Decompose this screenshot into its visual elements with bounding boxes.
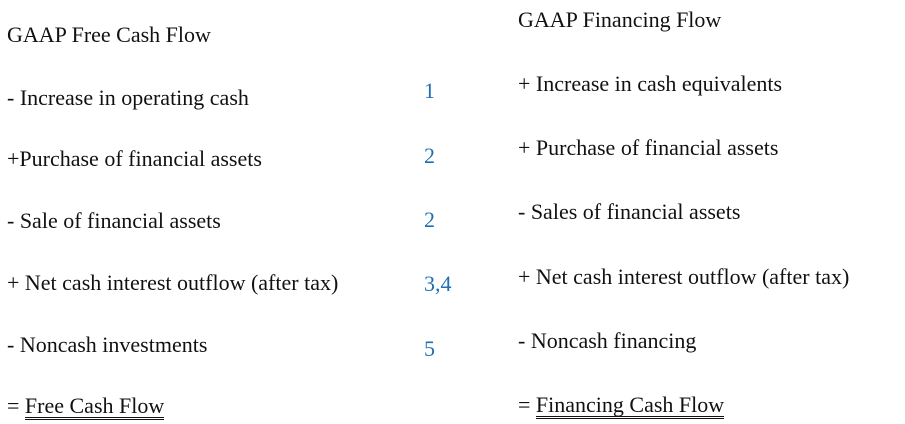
left-total: = Free Cash Flow	[7, 393, 165, 420]
left-row-1: - Increase in operating cash	[7, 85, 249, 110]
left-row-3: - Sale of financial assets	[7, 208, 221, 233]
left-ref-2: 2	[424, 143, 435, 168]
left-ref-4: 3,4	[424, 271, 452, 296]
left-ref-1: 1	[424, 78, 435, 103]
right-total: = Financing Cash Flow	[518, 392, 725, 419]
right-title: GAAP Financing Flow	[518, 7, 722, 32]
left-row-2: +Purchase of financial assets	[7, 146, 262, 171]
right-row-5: - Noncash financing	[518, 328, 697, 353]
right-row-2: + Purchase of financial assets	[518, 135, 779, 160]
left-total-prefix: =	[7, 393, 25, 418]
right-total-prefix: =	[518, 392, 536, 417]
left-title: GAAP Free Cash Flow	[7, 22, 211, 47]
left-ref-3: 2	[424, 207, 435, 232]
right-row-4: + Net cash interest outflow (after tax)	[518, 264, 850, 289]
left-total-label: Free Cash Flow	[24, 393, 165, 420]
right-total-label: Financing Cash Flow	[535, 392, 725, 419]
left-row-4: + Net cash interest outflow (after tax)	[7, 270, 339, 295]
left-row-5: - Noncash investments	[7, 332, 208, 357]
left-ref-5: 5	[424, 336, 435, 361]
right-row-3: - Sales of financial assets	[518, 199, 741, 224]
right-row-1: + Increase in cash equivalents	[518, 71, 783, 96]
